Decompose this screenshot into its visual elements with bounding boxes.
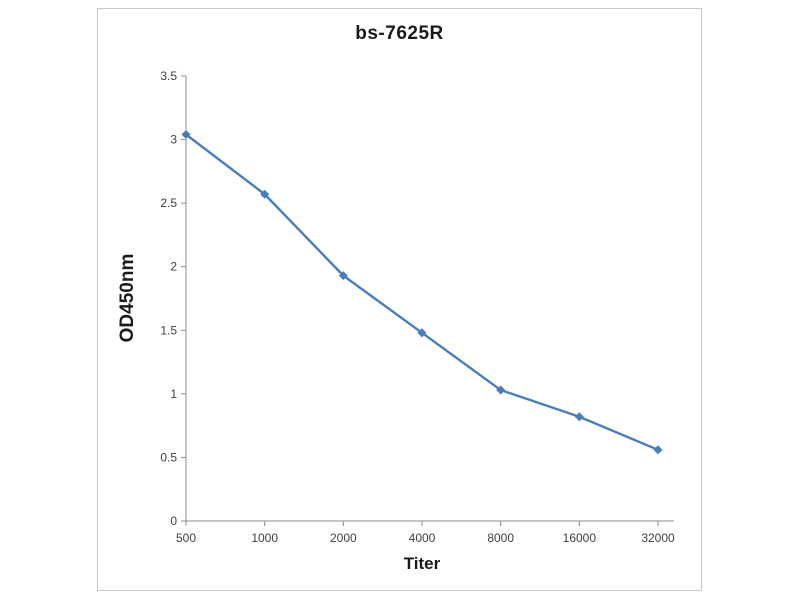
y-tick-label: 3.5	[160, 69, 177, 83]
y-tick-label: 1	[170, 387, 177, 401]
x-tick-label: 32000	[641, 531, 675, 545]
data-point-marker	[574, 412, 584, 422]
y-tick-label: 2	[170, 260, 177, 274]
x-tick-label: 2000	[330, 531, 357, 545]
y-tick-label: 0	[170, 514, 177, 528]
x-tick-label: 16000	[563, 531, 597, 545]
chart-frame: bs-7625R OD450nm 0 0.5 1 1.5 2 2.5 3 3.5 500 1000…	[97, 8, 702, 591]
y-tick-label: 3	[170, 133, 177, 147]
data-point-marker	[181, 129, 191, 140]
x-tick-label: 4000	[409, 531, 436, 545]
y-tick-label: 2.5	[160, 196, 177, 210]
data-point-marker	[653, 445, 663, 455]
x-tick-label: 1000	[251, 531, 278, 545]
x-axis-label: Titer	[403, 554, 441, 573]
x-tick-label: 8000	[487, 531, 514, 545]
line-chart-plot: 0 0.5 1 1.5 2 2.5 3 3.5 500 1000 2000 4000 8000 16000…	[160, 69, 675, 545]
series-line	[184, 133, 660, 451]
y-tick-label: 0.5	[160, 450, 177, 464]
chart-title: bs-7625R	[355, 23, 444, 44]
y-tick-label: 1.5	[160, 323, 177, 337]
x-tick-label: 500	[176, 531, 196, 545]
